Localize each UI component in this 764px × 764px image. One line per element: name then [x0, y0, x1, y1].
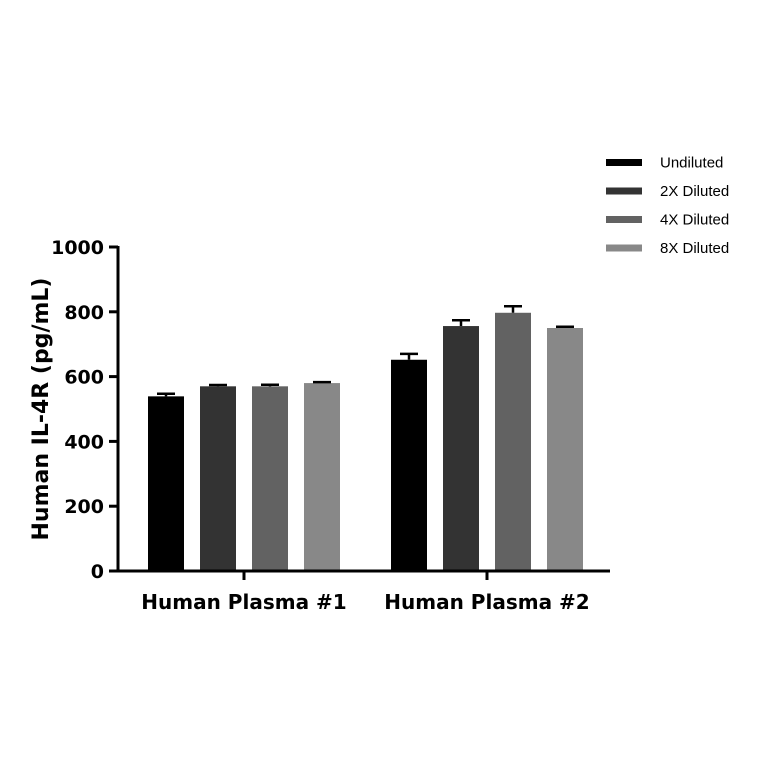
legend-swatch [606, 187, 642, 195]
y-tick-label: 400 [64, 431, 104, 453]
error-bar [313, 380, 331, 384]
legend-entry-label: 2X Diluted [660, 183, 729, 200]
y-tick-label: 1000 [51, 237, 104, 259]
y-axis-label: Human IL-4R (pg/mL) [29, 278, 54, 541]
bar [252, 386, 288, 571]
legend-swatch [606, 216, 642, 223]
legend-swatch [606, 159, 642, 166]
bar [547, 328, 583, 571]
bar [148, 396, 184, 571]
error-bar [504, 305, 522, 313]
y-tick-label: 800 [64, 302, 104, 324]
error-bar [452, 318, 470, 327]
error-bar [400, 352, 418, 360]
bar [495, 312, 531, 571]
legend-entry-label: Undiluted [660, 155, 723, 172]
legend-swatch [606, 244, 642, 252]
legend-entry-label: 4X Diluted [660, 212, 729, 229]
error-bar [157, 392, 175, 397]
error-bar [556, 325, 574, 328]
bar [304, 383, 340, 571]
bar [443, 326, 479, 571]
x-tick-label: Human Plasma #1 [141, 590, 346, 614]
plot-area: 0 200 400 600 800 1000 Human Plasma #1 Human Pl… [51, 237, 610, 614]
error-bar [209, 383, 227, 387]
legend: Undiluted 2X Diluted 4X Diluted 8X Diluted [606, 155, 729, 257]
y-tick-label: 600 [64, 367, 104, 389]
bar [200, 386, 236, 571]
error-bar [261, 383, 279, 387]
legend-entry-label: 8X Diluted [660, 240, 729, 257]
y-tick-label: 200 [64, 496, 104, 518]
y-tick-label: 0 [91, 561, 104, 583]
x-tick-label: Human Plasma #2 [384, 590, 589, 614]
bar [391, 359, 427, 571]
